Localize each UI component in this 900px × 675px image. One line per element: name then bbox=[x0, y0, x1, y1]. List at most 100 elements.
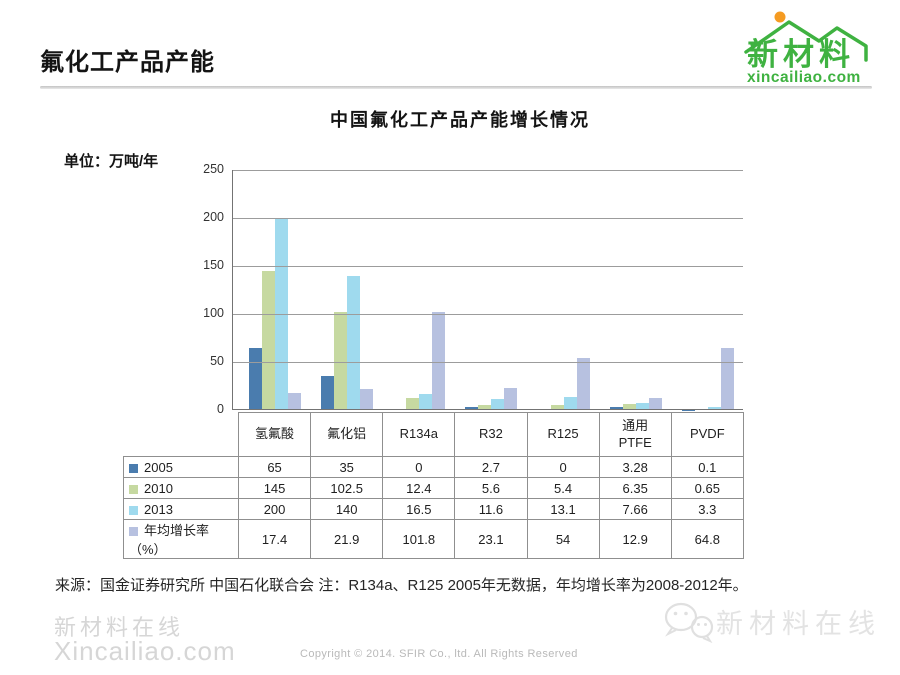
table-cell: 0 bbox=[382, 456, 456, 478]
y-tick-label: 200 bbox=[203, 210, 224, 224]
table-cell: 102.5 bbox=[310, 477, 384, 499]
table-cell: 35 bbox=[310, 456, 384, 478]
series-label: 年均增长率（%） bbox=[123, 519, 239, 559]
table-cell: 13.1 bbox=[526, 498, 600, 520]
table-cell: 54 bbox=[526, 519, 600, 559]
bar-2013-R134a bbox=[419, 394, 433, 410]
bar-2005-通用PTFE bbox=[609, 406, 623, 410]
corner-cell bbox=[123, 412, 239, 457]
column-header: 氟化铝 bbox=[310, 412, 384, 457]
table-cell: 6.35 bbox=[598, 477, 672, 499]
table-cell: 200 bbox=[237, 498, 312, 520]
bar-年均增长率（%）-R134a bbox=[432, 312, 446, 410]
bar-2013-氟化铝 bbox=[347, 275, 361, 410]
series-label: 2005 bbox=[123, 456, 239, 478]
bar-2010-通用PTFE bbox=[622, 403, 636, 410]
logo-domain-text: xincailiao.com bbox=[747, 69, 861, 86]
bar-2010-R32 bbox=[478, 404, 492, 410]
logo-sun-icon bbox=[774, 11, 786, 23]
column-header: R125 bbox=[526, 412, 600, 457]
bar-2010-R134a bbox=[406, 398, 420, 410]
bar-group-氟化铝 bbox=[311, 170, 383, 410]
bar-年均增长率（%）-氟化铝 bbox=[360, 388, 374, 410]
bar-2013-R125 bbox=[563, 397, 577, 410]
bar-group-PVDF bbox=[672, 170, 744, 410]
bar-2010-氟化铝 bbox=[334, 311, 348, 410]
table-cell: 5.6 bbox=[454, 477, 528, 499]
bar-年均增长率（%）-R32 bbox=[504, 387, 518, 410]
unit-label: 单位：万吨/年 bbox=[64, 153, 159, 170]
y-axis-labels: 250 200 150 100 50 0 bbox=[182, 162, 224, 416]
table-header-row: 氢氟酸 氟化铝 R134a R32 R125 通用 PTFE PVDF bbox=[123, 412, 744, 457]
legend-swatch-icon bbox=[129, 505, 138, 515]
plot-area bbox=[232, 170, 743, 410]
legend-swatch-icon bbox=[129, 527, 138, 536]
bar-group-R134a bbox=[383, 170, 455, 410]
column-header: PVDF bbox=[670, 412, 744, 457]
y-tick-label: 250 bbox=[203, 162, 224, 176]
table-cell: 2.7 bbox=[454, 456, 528, 478]
copyright-text: Copyright © 2014. SFIR Co., ltd. All Rig… bbox=[300, 648, 578, 660]
column-header: R32 bbox=[454, 412, 528, 457]
table-cell: 16.5 bbox=[382, 498, 456, 520]
bars-region bbox=[239, 170, 744, 410]
brand-logo: 新材料 xincailiao.com bbox=[744, 11, 868, 86]
bar-group-氢氟酸 bbox=[239, 170, 311, 410]
legend-swatch-icon bbox=[129, 484, 138, 494]
table-cell: 101.8 bbox=[382, 519, 456, 559]
watermark-right: 新材料在线 bbox=[660, 598, 881, 644]
table-row: 年均增长率（%） 17.4 21.9 101.8 23.1 54 12.9 64.8 bbox=[123, 519, 744, 559]
table-row: 2010 145 102.5 12.4 5.6 5.4 6.35 0.65 bbox=[123, 477, 744, 499]
watermark-left-cn: 新材料在线 bbox=[54, 615, 185, 640]
page-title: 氟化工产品产能 bbox=[40, 49, 215, 76]
table-cell: 17.4 bbox=[237, 519, 312, 559]
gridline bbox=[233, 218, 743, 219]
column-header: 氢氟酸 bbox=[237, 412, 312, 457]
bar-年均增长率（%）-氢氟酸 bbox=[288, 393, 302, 410]
wechat-icon bbox=[664, 602, 714, 644]
series-label: 2013 bbox=[123, 498, 239, 520]
bar-2005-R32 bbox=[465, 407, 479, 410]
column-header: 通用 PTFE bbox=[598, 412, 672, 457]
bar-2013-R32 bbox=[491, 398, 505, 410]
x-axis-line bbox=[233, 409, 743, 410]
table-cell: 12.4 bbox=[382, 477, 456, 499]
bar-年均增长率（%）-通用PTFE bbox=[648, 397, 662, 410]
table-cell: 140 bbox=[310, 498, 384, 520]
table-cell: 65 bbox=[237, 456, 312, 478]
header-divider bbox=[40, 86, 872, 89]
series-label: 2010 bbox=[123, 477, 239, 499]
bar-2005-氢氟酸 bbox=[249, 347, 263, 410]
table-cell: 3.28 bbox=[598, 456, 672, 478]
data-table: 氢氟酸 氟化铝 R134a R32 R125 通用 PTFE PVDF 2005 65 35 0 2… bbox=[123, 412, 744, 559]
bar-年均增长率（%）-R125 bbox=[576, 358, 590, 410]
table-body: 2005 65 35 0 2.7 0 3.28 0.1 2010 145 102.5 12.4 5.6 5… bbox=[123, 456, 744, 559]
y-tick-label: 0 bbox=[217, 402, 224, 416]
table-cell: 0 bbox=[526, 456, 600, 478]
table-cell: 64.8 bbox=[670, 519, 744, 559]
bar-2005-氟化铝 bbox=[321, 376, 335, 410]
chart-title: 中国氟化工产品产能增长情况 bbox=[330, 110, 590, 130]
table-cell: 7.66 bbox=[598, 498, 672, 520]
table-cell: 0.1 bbox=[670, 456, 744, 478]
logo-brand-text: 新材料 bbox=[747, 37, 855, 72]
bar-group-R32 bbox=[455, 170, 527, 410]
y-tick-label: 150 bbox=[203, 258, 224, 272]
logo-roof-icon bbox=[744, 20, 868, 62]
gridline bbox=[233, 170, 743, 171]
table-cell: 23.1 bbox=[454, 519, 528, 559]
legend-swatch-icon bbox=[129, 463, 138, 473]
gridline bbox=[233, 362, 743, 363]
bar-group-R125 bbox=[528, 170, 600, 410]
bar-年均增长率（%）-PVDF bbox=[720, 347, 734, 410]
source-footnote: 来源：国金证券研究所 中国石化联合会 注：R134a、R125 2005年无数据… bbox=[55, 577, 748, 594]
bar-2010-氢氟酸 bbox=[262, 270, 276, 410]
table-row: 2013 200 140 16.5 11.6 13.1 7.66 3.3 bbox=[123, 498, 744, 520]
y-tick-label: 50 bbox=[210, 354, 224, 368]
gridline bbox=[233, 266, 743, 267]
table-cell: 21.9 bbox=[310, 519, 384, 559]
table-cell: 5.4 bbox=[526, 477, 600, 499]
y-tick-label: 100 bbox=[203, 306, 224, 320]
bar-2010-R125 bbox=[550, 404, 564, 410]
